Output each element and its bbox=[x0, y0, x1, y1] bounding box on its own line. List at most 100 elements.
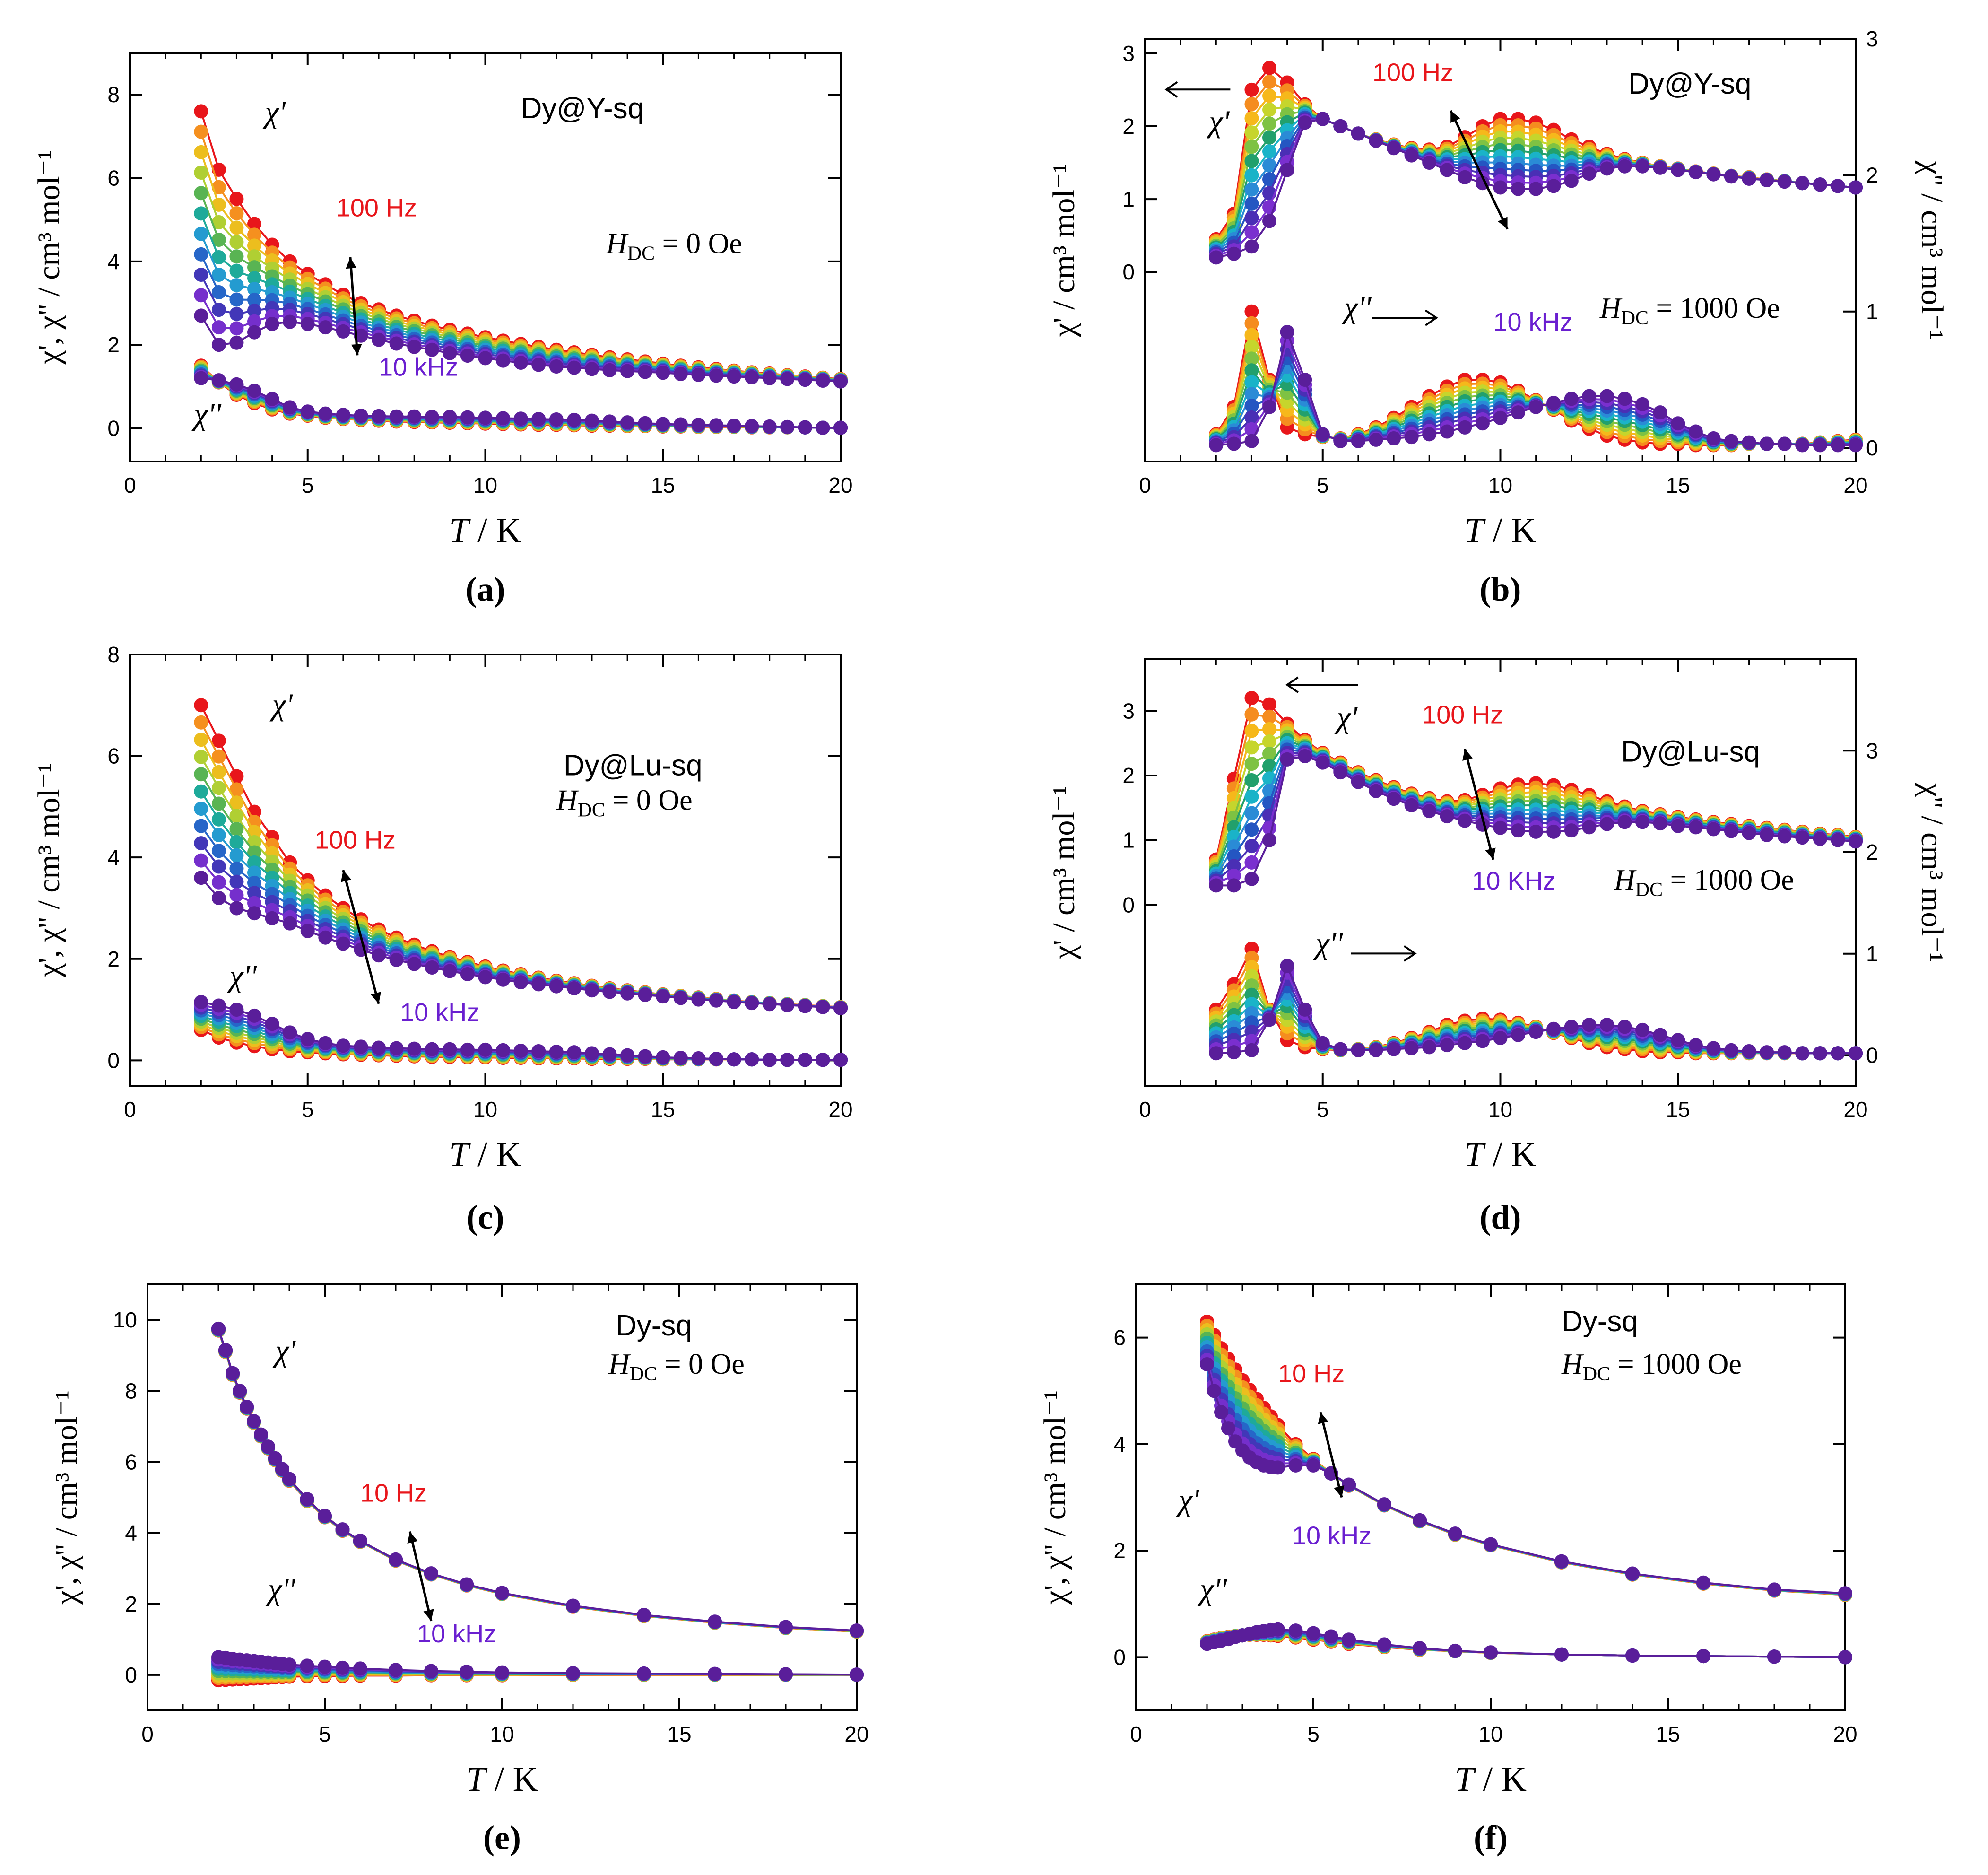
x-axis-label: T / K bbox=[1464, 1135, 1536, 1174]
data-point bbox=[1422, 804, 1437, 819]
data-point bbox=[780, 998, 795, 1012]
data-point bbox=[1244, 316, 1259, 331]
freq-high-label: 100 Hz bbox=[1372, 58, 1453, 87]
field-label: HDC = 0 Oe bbox=[608, 1348, 745, 1385]
x-axis-unit: / K bbox=[469, 1135, 521, 1174]
data-point bbox=[745, 996, 759, 1011]
data-point bbox=[300, 1492, 314, 1507]
data-point bbox=[1262, 759, 1277, 774]
data-point bbox=[229, 835, 244, 849]
data-point bbox=[495, 1665, 509, 1680]
data-point bbox=[1724, 1043, 1738, 1057]
data-point bbox=[1262, 102, 1277, 117]
data-point bbox=[389, 1041, 404, 1055]
data-point bbox=[1617, 159, 1632, 174]
x-tick-label: 15 bbox=[1666, 1097, 1690, 1122]
data-point bbox=[620, 415, 635, 430]
data-point bbox=[407, 1041, 422, 1056]
data-point bbox=[229, 220, 244, 235]
data-point bbox=[265, 392, 279, 406]
data-point bbox=[1244, 225, 1259, 240]
data-point bbox=[318, 406, 333, 421]
data-point bbox=[1200, 1357, 1214, 1371]
x-tick-label: 0 bbox=[1139, 473, 1151, 497]
data-point bbox=[1599, 389, 1614, 403]
data-point bbox=[247, 249, 262, 264]
data-point bbox=[389, 1552, 403, 1567]
data-point bbox=[602, 985, 617, 999]
right-y-axis-label: χ'' / cm³ mol⁻¹ bbox=[1915, 160, 1949, 340]
data-point bbox=[265, 317, 279, 331]
data-point bbox=[194, 715, 208, 730]
data-point bbox=[1298, 115, 1312, 130]
x-axis-symbol: T bbox=[1464, 1135, 1486, 1174]
data-point bbox=[1244, 872, 1259, 886]
chi-prime-label: χ' bbox=[1206, 105, 1230, 139]
field-label: HDC = 0 Oe bbox=[606, 227, 742, 264]
data-point bbox=[229, 1003, 244, 1017]
data-point bbox=[1280, 325, 1294, 340]
data-point bbox=[1671, 1033, 1685, 1047]
data-point bbox=[1369, 784, 1383, 798]
data-point bbox=[282, 1472, 296, 1486]
data-point bbox=[1795, 438, 1810, 453]
data-point bbox=[1342, 1477, 1356, 1492]
data-point bbox=[1511, 405, 1526, 420]
data-point bbox=[1404, 148, 1419, 163]
data-point bbox=[709, 418, 723, 433]
data-point bbox=[1387, 141, 1401, 156]
data-point bbox=[1742, 435, 1756, 450]
field-label: HDC = 0 Oe bbox=[556, 784, 693, 821]
data-point bbox=[443, 964, 457, 978]
chi-prime-label: χ' bbox=[272, 1334, 296, 1368]
data-point bbox=[254, 1427, 268, 1442]
data-point bbox=[1209, 878, 1224, 893]
data-point bbox=[1653, 160, 1667, 175]
y-tick-label: 1 bbox=[1122, 187, 1135, 211]
data-point bbox=[211, 1321, 226, 1336]
x-tick-label: 20 bbox=[828, 1097, 852, 1122]
data-point bbox=[194, 124, 208, 139]
data-point bbox=[1831, 1046, 1845, 1061]
data-point bbox=[1458, 813, 1472, 828]
data-point bbox=[1377, 1497, 1391, 1512]
data-point bbox=[318, 1509, 332, 1523]
data-point bbox=[1298, 749, 1312, 763]
data-point bbox=[1617, 392, 1632, 406]
series-line bbox=[1206, 1364, 1846, 1595]
data-point bbox=[1244, 154, 1259, 168]
y-tick-label: 3 bbox=[1122, 41, 1135, 66]
field-equals: = bbox=[1649, 292, 1680, 324]
data-point bbox=[513, 1043, 528, 1058]
data-point bbox=[318, 930, 333, 945]
x-tick-label: 5 bbox=[1317, 473, 1329, 497]
data-point bbox=[531, 358, 546, 372]
data-point bbox=[833, 1053, 848, 1067]
y-tick-label: 4 bbox=[107, 249, 120, 274]
data-point bbox=[247, 271, 262, 286]
data-point bbox=[1244, 434, 1259, 448]
data-point bbox=[300, 1032, 315, 1047]
y-tick-label: 3 bbox=[1122, 698, 1135, 723]
x-axis-unit: / K bbox=[1484, 1135, 1537, 1174]
data-point bbox=[1706, 1041, 1721, 1055]
data-point bbox=[1262, 697, 1277, 712]
data-point bbox=[300, 924, 315, 938]
chi-double-prime-label: χ'' bbox=[1341, 290, 1372, 325]
data-point bbox=[566, 1598, 580, 1613]
data-point bbox=[460, 1042, 475, 1057]
x-tick-label: 0 bbox=[141, 1722, 154, 1746]
data-point bbox=[656, 989, 670, 1004]
field-subscript: DC bbox=[627, 243, 655, 264]
data-point bbox=[1706, 431, 1721, 445]
data-point bbox=[620, 986, 635, 1001]
data-point bbox=[745, 1052, 759, 1067]
data-point bbox=[1528, 1025, 1543, 1039]
data-point bbox=[1262, 709, 1277, 724]
data-point bbox=[1226, 1045, 1241, 1060]
data-point bbox=[1244, 724, 1259, 738]
data-point bbox=[816, 1000, 830, 1014]
data-point bbox=[211, 215, 226, 229]
data-point bbox=[1617, 815, 1632, 829]
data-point bbox=[247, 238, 262, 253]
